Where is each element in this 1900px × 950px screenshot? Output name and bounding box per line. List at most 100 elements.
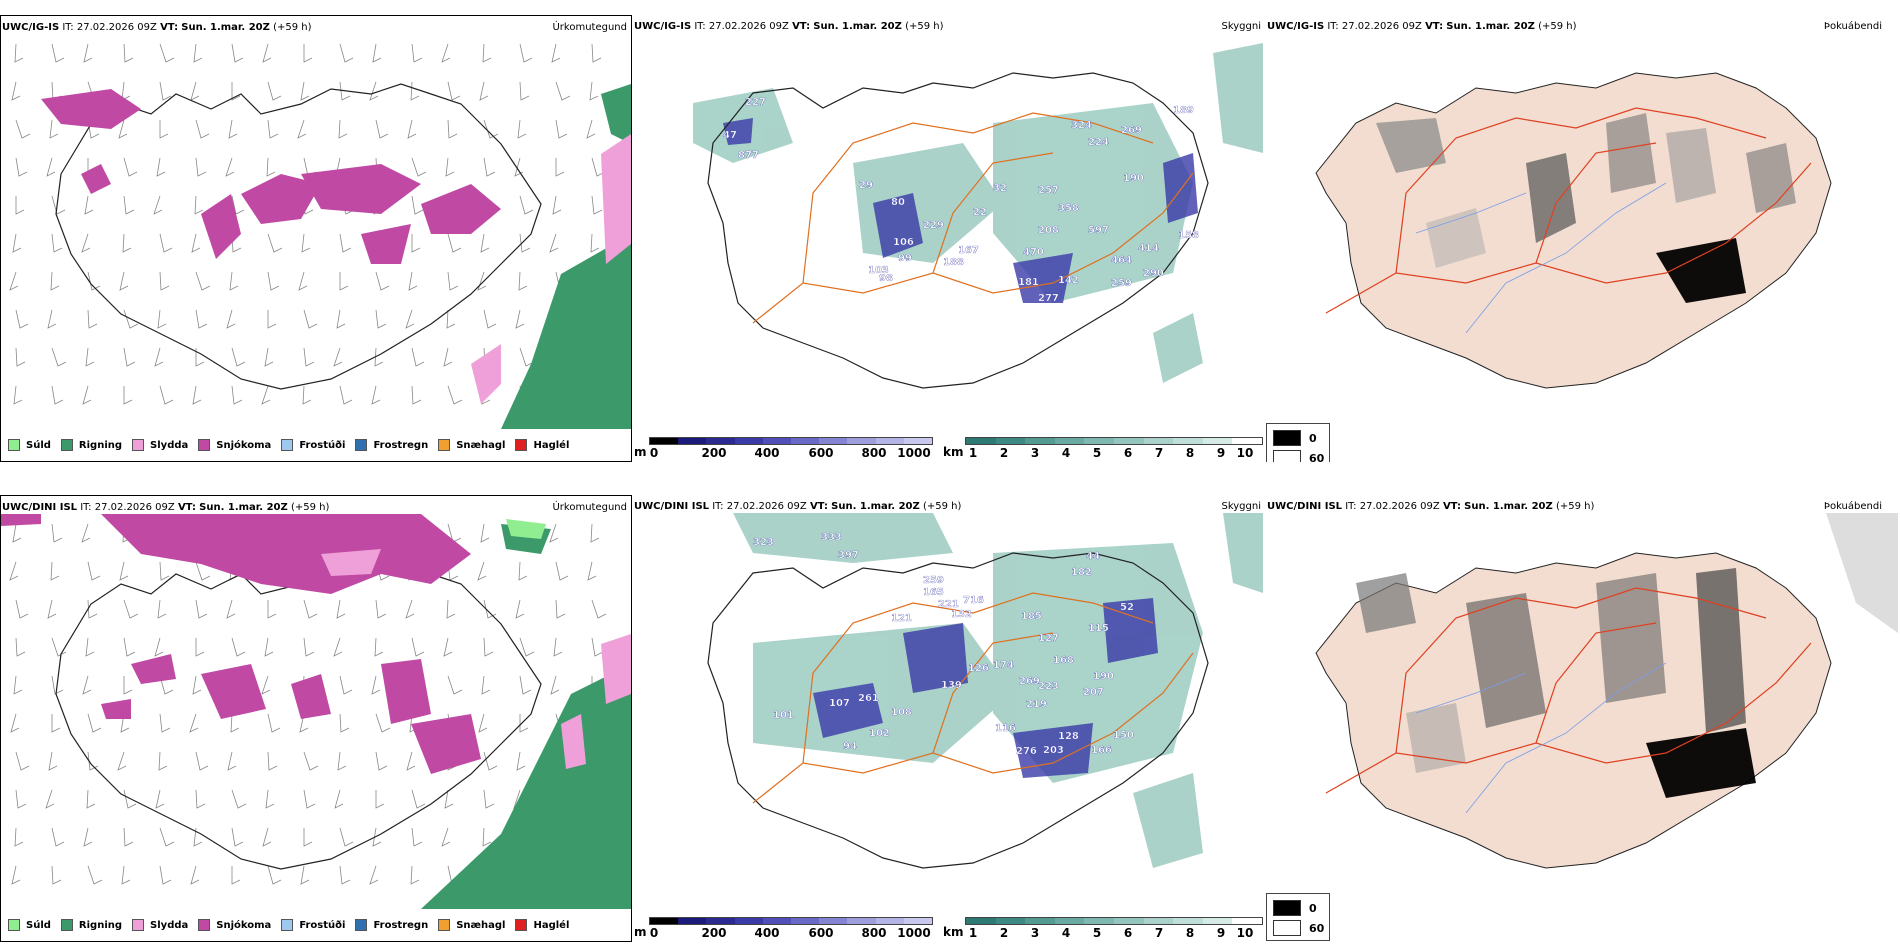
wind-barb xyxy=(231,827,244,847)
ceiling-label: 333 xyxy=(821,532,842,543)
wind-barb xyxy=(261,385,271,405)
fog-legend-dark: 0 xyxy=(1273,430,1317,446)
swatch xyxy=(1273,920,1301,936)
wind-barb xyxy=(369,865,379,885)
legend-item-hail: Haglél xyxy=(515,439,569,451)
wind-barb xyxy=(591,195,603,215)
wind-barb xyxy=(478,713,488,733)
legend-item-snow: Snjókoma xyxy=(198,919,271,931)
wind-barb xyxy=(406,751,416,771)
wind-barb xyxy=(302,385,312,405)
colorbar-tick: 8 xyxy=(1185,926,1195,940)
wind-barb xyxy=(303,44,313,63)
wind-barb xyxy=(266,157,276,177)
wind-barb xyxy=(447,119,458,139)
wind-barb xyxy=(156,157,166,177)
legend-item-drizzle: Súld xyxy=(8,439,51,451)
legend-item-drizzle: Súld xyxy=(8,919,51,931)
wind-barb xyxy=(375,271,390,291)
wind-barb xyxy=(518,561,528,581)
wind-barb xyxy=(265,789,275,809)
wind-barb xyxy=(51,523,63,543)
ceiling-label: 470 xyxy=(1023,247,1044,258)
swatch xyxy=(1273,900,1301,916)
panel-title: UWC/IG-IS IT: 27.02.2026 09Z VT: Sun. 1.… xyxy=(2,22,312,33)
swatch xyxy=(281,439,294,451)
wind-barb xyxy=(483,157,496,177)
wind-barb xyxy=(87,561,101,581)
wind-barb xyxy=(120,713,130,733)
road-network xyxy=(1325,107,1812,314)
wind-barb xyxy=(226,309,236,329)
fog-panel-bottom: UWC/DINI ISL IT: 27.02.2026 09Z VT: Sun.… xyxy=(1266,495,1900,942)
wind-barb xyxy=(555,81,571,101)
ceiling-label: 229 xyxy=(923,220,944,231)
ceiling-label: 99 xyxy=(898,253,912,264)
wind-barb xyxy=(519,714,529,733)
ceiling-label: 190 xyxy=(1123,173,1144,184)
rivers xyxy=(1415,182,1667,334)
wind-barb xyxy=(81,523,91,543)
wind-barb xyxy=(447,675,463,695)
wind-barb xyxy=(83,827,93,847)
swatch xyxy=(60,919,73,931)
ceiling-label: 121 xyxy=(891,613,912,624)
ceiling-colorbar: m 0 200 400 600 800 1000 xyxy=(634,437,934,462)
wind-barb xyxy=(82,675,92,695)
wind-barb xyxy=(9,271,19,291)
ceiling-label: 165 xyxy=(923,587,944,598)
wind-barb xyxy=(338,119,348,139)
wind-barb xyxy=(336,599,346,619)
wind-barb xyxy=(154,637,164,657)
colorbar-unit: m xyxy=(634,445,647,459)
fog-map xyxy=(1315,72,1832,389)
wind-barb xyxy=(375,119,389,139)
wind-barb xyxy=(483,309,497,329)
land-fill xyxy=(1315,72,1832,389)
wind-barb xyxy=(441,43,451,63)
ceiling-label: 139 xyxy=(941,680,962,691)
ceiling-label: 127 xyxy=(1038,633,1059,644)
colorbar-tick: 1 xyxy=(968,446,978,460)
wind-barb xyxy=(411,789,426,809)
wind-barb xyxy=(267,81,282,101)
wind-barb xyxy=(158,751,168,771)
ceiling-label: 190 xyxy=(1093,671,1114,682)
wind-barb xyxy=(231,637,246,657)
wind-barb xyxy=(444,789,454,809)
wind-barb xyxy=(334,789,344,809)
wind-barb xyxy=(15,157,28,177)
wind-barb xyxy=(192,675,202,695)
wind-barb xyxy=(159,675,174,695)
panel-title: UWC/DINI ISL IT: 27.02.2026 09Z VT: Sun.… xyxy=(1267,501,1595,512)
swatch xyxy=(1273,430,1301,446)
wind-barb xyxy=(82,385,92,405)
colorbar-tick: 6 xyxy=(1123,446,1133,460)
wind-barb xyxy=(159,43,175,63)
colorbar-tick: 1000 xyxy=(897,446,931,460)
wind-barb xyxy=(262,43,272,63)
wind-barb xyxy=(51,233,63,253)
wind-barb xyxy=(298,271,308,291)
wind-barb xyxy=(11,81,21,101)
wind-barb xyxy=(550,675,560,695)
wind-barb xyxy=(549,523,559,543)
ceiling-label: 203 xyxy=(1043,745,1064,756)
swatch xyxy=(8,439,20,451)
wind-barb xyxy=(267,310,277,329)
wind-barb xyxy=(121,865,131,885)
wind-barb xyxy=(519,43,533,63)
wind-barb xyxy=(303,637,315,657)
wind-barb xyxy=(555,599,566,619)
wind-barb xyxy=(411,157,427,177)
iceland-outline xyxy=(55,563,542,870)
wind-barb xyxy=(123,157,138,177)
visibility-colorbar: km 1 2 3 4 5 6 7 8 9 10 xyxy=(943,437,1263,462)
drizzle-areas xyxy=(506,519,546,539)
wind-barb xyxy=(267,751,278,771)
ceiling-shading xyxy=(723,118,1198,303)
wind-barb xyxy=(159,81,172,101)
panel-title: UWC/IG-IS IT: 27.02.2026 09Z VT: Sun. 1.… xyxy=(634,21,944,32)
wind-barb xyxy=(15,637,26,657)
wind-barb xyxy=(13,675,23,695)
